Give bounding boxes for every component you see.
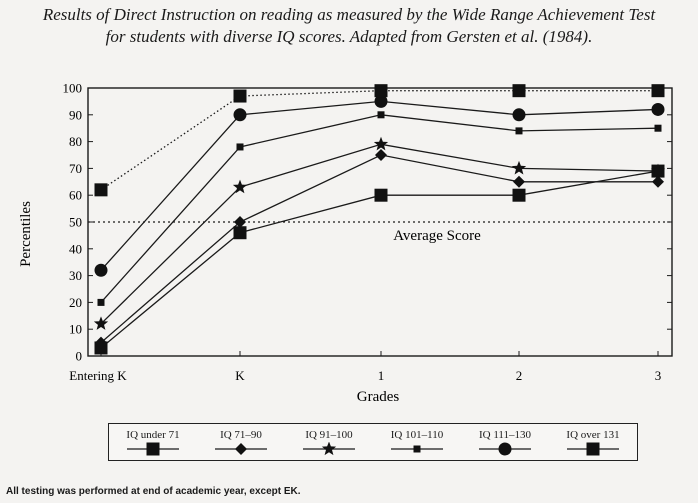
chart-legend: IQ under 71 IQ 71–90 IQ 91–100 IQ 101–110 IQ… [108,423,638,461]
data-point [373,136,389,151]
title-line-1: Results of Direct Instruction on reading… [42,5,656,24]
legend-label: IQ under 71 [126,428,180,441]
data-point [374,188,388,202]
data-point [652,175,664,188]
legend-label: IQ 101–110 [390,428,444,441]
footnote: All testing was performed at end of acad… [6,486,301,497]
legend-entry: IQ 91–100 [299,429,359,456]
data-point [233,108,247,122]
legend-entry: IQ 111–130 [475,429,535,456]
data-point [512,188,526,202]
data-point [654,124,662,132]
y-tick-label: 60 [69,188,82,203]
data-point [233,89,247,103]
legend-entry: IQ 71–90 [211,429,271,456]
data-point [512,108,526,122]
x-tick-label: 1 [378,368,385,383]
legend-label: IQ 91–100 [305,428,353,441]
y-axis-label: Percentiles [18,201,34,267]
data-point [375,149,387,161]
data-point [232,179,248,194]
y-tick-label: 100 [63,81,83,96]
data-point [236,143,244,151]
x-tick-label: 3 [655,368,662,383]
y-tick-label: 40 [69,241,82,256]
x-tick-label: K [235,368,245,383]
legend-marker [146,442,160,455]
y-tick-label: 30 [69,268,82,283]
title-line-2: for students with diverse IQ scores. Ada… [105,27,593,46]
data-point [94,183,108,197]
y-tick-label: 90 [69,107,82,122]
data-point [515,127,523,135]
data-point [233,226,247,240]
data-point [511,160,527,175]
series-line-2 [100,143,659,325]
data-point [513,175,525,188]
legend-marker [321,441,337,455]
legend-entry: IQ under 71 [123,429,183,456]
line-chart: 0 10 20 30 40 50 60 70 80 90 100 Entering K K 1 2 3 Grad… [18,81,673,405]
legend-swatch [215,442,267,455]
y-tick-label: 10 [69,322,82,337]
data-point [377,111,385,119]
legend-label: IQ 71–90 [220,428,262,441]
legend-swatch [391,445,443,452]
data-point [512,84,526,98]
x-axis-label: Grades [357,389,400,405]
data-point [95,336,107,349]
data-point [651,102,665,116]
y-tick-label: 80 [69,134,82,149]
data-point [650,163,666,178]
data-point [94,263,108,277]
y-tick-label: 50 [69,215,82,230]
legend-marker [235,442,247,455]
legend-entry: IQ over 131 [563,429,623,456]
legend-label: IQ 111–130 [478,428,532,441]
legend-marker [586,442,600,455]
chart-title: Results of Direct Instruction on reading… [0,4,698,48]
legend-marker [413,445,421,452]
legend-swatch [479,442,531,455]
y-tick-label: 20 [69,295,82,310]
data-point [374,84,388,98]
y-tick-label: 70 [69,161,82,176]
data-point [374,94,388,108]
legend-swatch [303,441,355,455]
legend-label: IQ over 131 [566,428,620,441]
legend-entry: IQ 101–110 [387,429,447,456]
legend-swatch [567,442,619,455]
data-point [651,84,665,98]
x-tick-label: 2 [516,368,523,383]
legend-marker [498,442,512,455]
data-point [234,216,246,228]
data-point [93,316,109,330]
x-tick-label: Entering K [69,368,127,383]
y-tick-label: 0 [76,349,83,364]
series-line-1 [100,154,658,344]
data-point [97,298,105,306]
legend-swatch [127,442,179,455]
average-score-label: Average Score [393,228,481,244]
